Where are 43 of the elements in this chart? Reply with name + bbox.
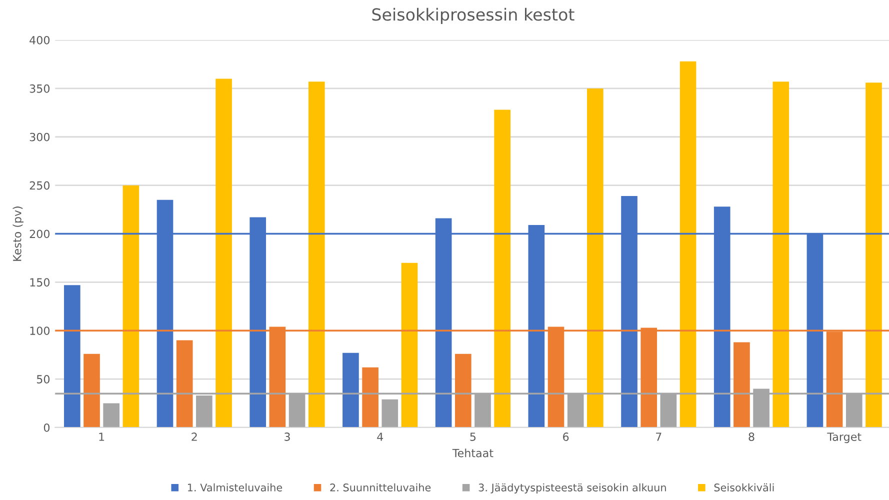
- chart-title: Seisokkiprosessin kestot: [372, 8, 574, 24]
- x-tick-label: 5: [470, 432, 476, 441]
- legend-label: 3. Jäädytyspisteestä seisokin alkuun: [478, 483, 666, 494]
- y-tick-label: 100: [30, 326, 50, 336]
- bar: [122, 185, 140, 428]
- bar: [84, 354, 100, 428]
- y-tick-label: 150: [30, 278, 50, 287]
- x-tick-label: Target: [827, 432, 862, 444]
- bar: [342, 352, 359, 428]
- bar: [64, 285, 80, 428]
- bar: [772, 82, 790, 428]
- bar: [494, 110, 510, 428]
- y-axis-title: Kesto (pv): [12, 206, 24, 261]
- bar: [216, 78, 232, 428]
- x-tick-label: 1: [99, 432, 104, 441]
- y-tick-label: 400: [30, 36, 50, 44]
- x-tick-label: 8: [748, 432, 754, 441]
- legend-label: 2. Suunnitteluvaihe: [330, 483, 431, 492]
- bar: [401, 262, 418, 428]
- legend-label: 1. Valmisteluvaihe: [188, 483, 282, 492]
- bar: [362, 367, 378, 428]
- bar: [382, 399, 398, 428]
- legend-label: Seisokkiväli: [714, 483, 774, 492]
- bar: [308, 82, 325, 428]
- x-axis-title: Tehtaat: [452, 448, 494, 458]
- x-tick-label: 4: [377, 432, 384, 441]
- bar: [103, 403, 120, 428]
- x-tick-label: 3: [284, 432, 290, 441]
- y-tick-label: 350: [30, 84, 50, 93]
- y-tick-label: 50: [36, 375, 50, 384]
- x-tick-label: 6: [563, 432, 569, 441]
- y-tick-label: 300: [30, 132, 50, 142]
- bar: [176, 340, 193, 428]
- bar: [587, 88, 604, 428]
- bar: [454, 354, 472, 428]
- bar: [734, 342, 750, 428]
- bar: [866, 82, 882, 428]
- x-tick-label: 7: [656, 432, 662, 441]
- bar: [680, 61, 696, 428]
- x-tick-label: 2: [192, 432, 197, 441]
- y-tick-label: 250: [30, 181, 50, 190]
- y-tick-label: 0: [44, 423, 50, 432]
- y-tick-label: 200: [30, 230, 50, 238]
